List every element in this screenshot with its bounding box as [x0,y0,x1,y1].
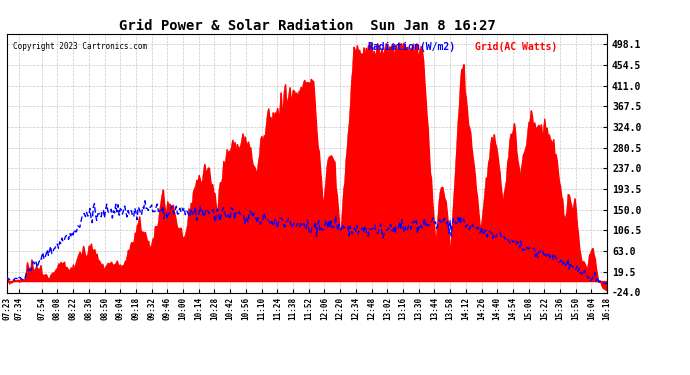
Title: Grid Power & Solar Radiation  Sun Jan 8 16:27: Grid Power & Solar Radiation Sun Jan 8 1… [119,19,495,33]
Text: Radiation(W/m2): Radiation(W/m2) [367,42,455,51]
Text: Copyright 2023 Cartronics.com: Copyright 2023 Cartronics.com [13,42,147,51]
Text: Grid(AC Watts): Grid(AC Watts) [475,42,558,51]
